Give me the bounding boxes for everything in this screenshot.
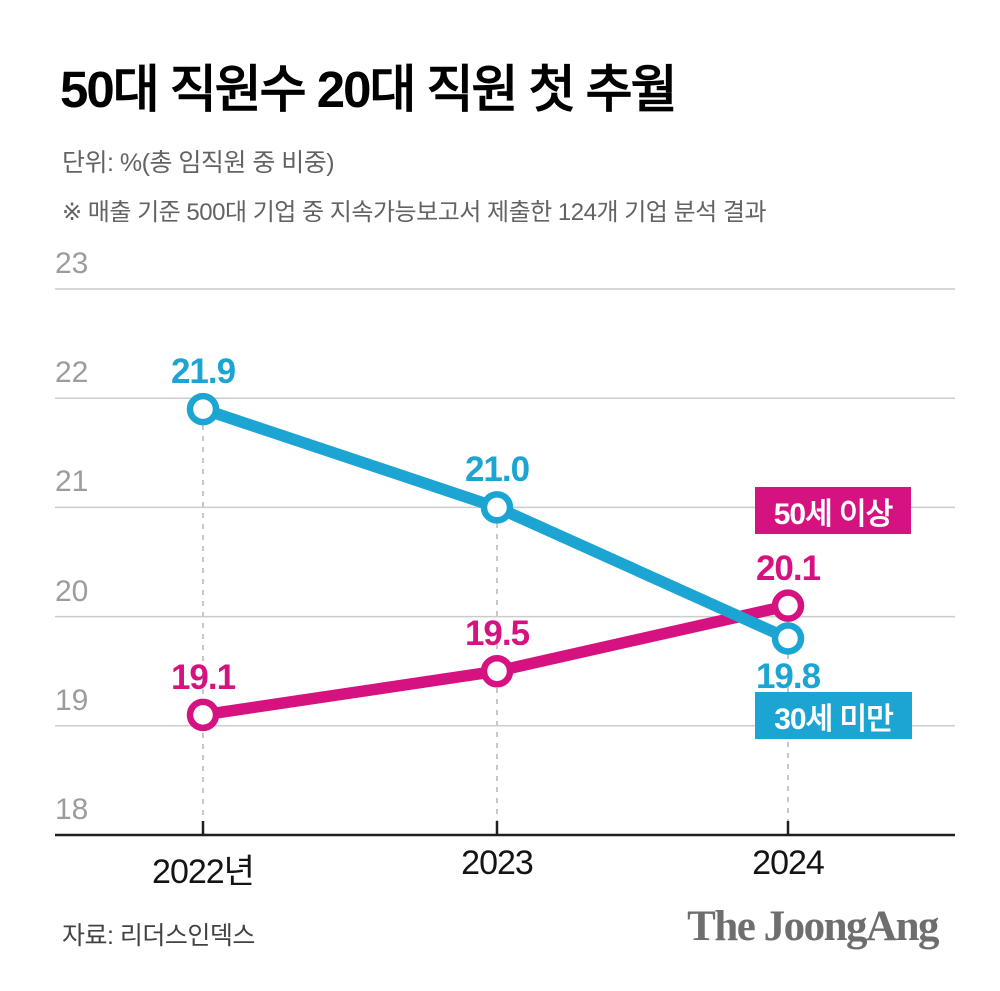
value-label: 19.8 [755,657,821,697]
value-label: 19.5 [464,614,530,654]
x-tick-label: 2023 [461,844,534,882]
data-point [480,654,514,688]
y-tick-label: 22 [55,356,89,390]
value-label: 21.0 [464,450,530,490]
y-tick-label: 19 [55,683,89,717]
y-tick-label: 23 [55,247,89,280]
x-tick-label: 2024 [752,844,825,882]
page-title: 50대 직원수 20대 직원 첫 추월 [60,61,678,118]
y-tick-label: 21 [55,465,89,499]
series-badge-0: 50세 이상 [755,487,911,534]
y-tick-label: 18 [55,793,89,826]
value-label: 19.1 [170,657,236,697]
data-point [186,392,220,426]
series-badge-1: 30세 미만 [755,692,912,739]
y-tick-label: 20 [55,574,89,608]
value-label: 21.9 [170,352,236,392]
unit-label: 단위: %(총 임직원 중 비중) [62,149,335,177]
data-point [186,698,220,732]
data-point [771,589,805,622]
value-label: 20.1 [755,548,821,588]
x-tick-label: 2022년 [152,853,255,891]
source-label: 자료: 리더스인덱스 [62,922,255,950]
series-line-1 [197,403,794,645]
joongang-logo: The JoongAng [687,903,939,950]
analysis-note: ※ 매출 기준 500대 기업 중 지속가능보고서 제출한 124개 기업 분석… [62,199,767,226]
data-point [480,491,514,524]
data-point [771,622,805,655]
